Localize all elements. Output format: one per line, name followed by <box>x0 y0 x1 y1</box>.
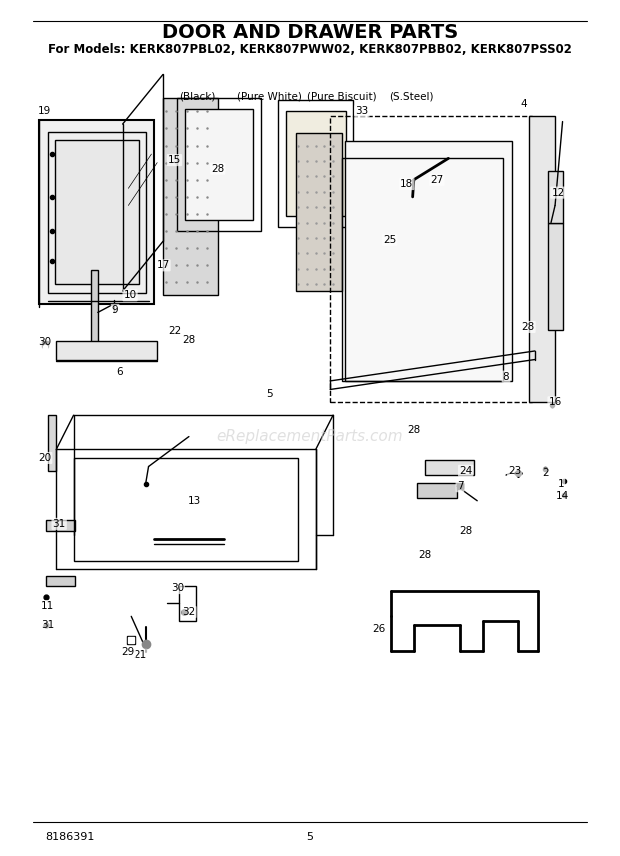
Text: 28: 28 <box>211 163 224 174</box>
Text: 13: 13 <box>188 496 202 506</box>
Bar <box>56 341 157 360</box>
Bar <box>91 270 98 342</box>
Bar <box>179 586 196 621</box>
Bar <box>548 171 562 223</box>
Bar <box>548 223 562 330</box>
Text: eReplacementParts.com: eReplacementParts.com <box>216 429 404 444</box>
Bar <box>48 132 146 293</box>
Text: 30: 30 <box>171 583 184 593</box>
Text: 27: 27 <box>430 175 443 185</box>
Text: 25: 25 <box>383 235 396 245</box>
Text: 20: 20 <box>38 453 51 463</box>
Text: 12: 12 <box>551 187 565 198</box>
Bar <box>163 98 218 295</box>
Text: 17: 17 <box>156 260 170 270</box>
Bar <box>342 158 503 381</box>
Text: 28: 28 <box>521 322 534 332</box>
Bar <box>48 415 56 471</box>
Text: 5: 5 <box>267 389 273 399</box>
Text: 31: 31 <box>41 620 55 630</box>
Text: 24: 24 <box>459 466 472 476</box>
Text: 29: 29 <box>122 647 135 657</box>
Text: 7: 7 <box>456 481 463 491</box>
Text: 23: 23 <box>508 466 521 476</box>
Text: (Pure White): (Pure White) <box>237 92 302 102</box>
Text: 16: 16 <box>549 397 562 407</box>
Text: 28: 28 <box>182 335 195 345</box>
Text: 22: 22 <box>168 326 181 336</box>
Text: 1: 1 <box>557 479 564 489</box>
Bar <box>286 111 347 216</box>
Text: 8: 8 <box>503 372 510 382</box>
Text: 28: 28 <box>407 425 420 435</box>
Text: 28: 28 <box>418 550 432 560</box>
Text: 5: 5 <box>306 832 314 842</box>
Bar <box>55 140 139 284</box>
Text: DOOR AND DRAWER PARTS: DOOR AND DRAWER PARTS <box>162 23 458 42</box>
Bar <box>345 141 512 381</box>
Text: 8186391: 8186391 <box>45 832 94 842</box>
Bar <box>177 98 261 231</box>
Bar <box>46 520 75 531</box>
Bar <box>529 116 555 402</box>
Text: 10: 10 <box>123 290 136 300</box>
Text: 2: 2 <box>542 468 549 479</box>
Text: 33: 33 <box>355 106 368 116</box>
Text: For Models: KERK807PBL02, KERK807PWW02, KERK807PBB02, KERK807PSS02: For Models: KERK807PBL02, KERK807PWW02, … <box>48 43 572 56</box>
Text: 14: 14 <box>556 491 569 502</box>
Text: 18: 18 <box>401 179 414 189</box>
Bar <box>185 109 253 220</box>
Text: 31: 31 <box>53 519 66 529</box>
Text: (Black): (Black) <box>179 92 216 102</box>
Bar <box>296 133 342 291</box>
Bar <box>278 100 353 227</box>
Text: 32: 32 <box>182 607 195 617</box>
Text: 21: 21 <box>133 650 146 660</box>
Text: 30: 30 <box>38 337 51 348</box>
Text: 9: 9 <box>112 305 118 315</box>
Text: 19: 19 <box>38 106 51 116</box>
Text: 11: 11 <box>41 601 55 611</box>
Text: (S.Steel): (S.Steel) <box>389 92 433 102</box>
Text: 28: 28 <box>459 526 472 536</box>
Bar <box>417 483 457 498</box>
Bar <box>46 576 75 586</box>
Bar <box>74 458 298 561</box>
Text: 6: 6 <box>117 367 123 377</box>
Text: (Pure Biscuit): (Pure Biscuit) <box>307 92 376 102</box>
Bar <box>330 116 532 402</box>
Bar <box>39 120 154 304</box>
Text: 26: 26 <box>373 624 386 634</box>
Bar <box>425 460 474 475</box>
Text: 15: 15 <box>168 155 181 165</box>
Text: 4: 4 <box>520 99 526 110</box>
